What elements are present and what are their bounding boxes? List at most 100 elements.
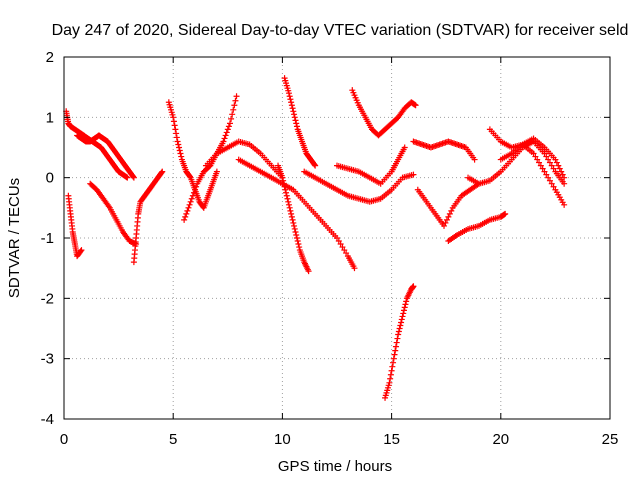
data-point [296, 244, 303, 251]
data-point [192, 186, 199, 193]
data-point [286, 204, 293, 211]
y-tick-label: -3 [41, 351, 54, 368]
data-point [412, 102, 419, 109]
series-arc13 [334, 144, 408, 187]
data-point [395, 331, 402, 338]
data-point [293, 123, 300, 130]
data-point [177, 150, 184, 157]
data-point [390, 359, 397, 366]
data-point [229, 111, 236, 118]
data-point [171, 122, 178, 129]
data-point [288, 210, 295, 217]
data-point [282, 186, 289, 193]
series-arc18 [445, 210, 509, 245]
data-point [186, 173, 193, 180]
series-arc16 [410, 138, 478, 163]
data-point [291, 111, 298, 118]
data-point [290, 108, 297, 115]
data-point [188, 195, 195, 202]
data-point [284, 195, 291, 202]
data-point [288, 102, 295, 109]
series-arc1 [63, 108, 131, 181]
data-point [546, 159, 553, 166]
data-point [541, 168, 548, 175]
data-point [550, 183, 557, 190]
x-tick-label: 5 [169, 431, 177, 448]
data-point [558, 168, 565, 175]
data-point [176, 147, 183, 154]
data-point [335, 238, 342, 245]
data-point [539, 165, 546, 172]
data-point [230, 106, 237, 113]
data-point [189, 192, 196, 199]
data-point [561, 180, 568, 187]
data-point [187, 198, 194, 205]
data-point [410, 283, 417, 290]
data-point [534, 156, 541, 163]
data-point [400, 307, 407, 314]
data-point [548, 180, 555, 187]
data-point [289, 105, 296, 112]
data-point [292, 228, 299, 235]
data-point [223, 129, 230, 136]
data-point [292, 117, 299, 124]
x-tick-label: 10 [274, 431, 291, 448]
data-point [387, 375, 394, 382]
data-point [279, 174, 286, 181]
data-point [220, 138, 227, 145]
data-point [392, 343, 399, 350]
data-point [537, 162, 544, 169]
data-point [398, 316, 405, 323]
data-point [170, 118, 177, 125]
x-tick-label: 0 [60, 431, 68, 448]
data-point [553, 159, 560, 166]
data-point [175, 141, 182, 148]
data-point [559, 171, 566, 178]
data-point [552, 156, 559, 163]
data-point [471, 156, 478, 163]
data-point [561, 201, 568, 208]
data-point [448, 207, 455, 214]
data-point [295, 241, 302, 248]
data-point [395, 328, 402, 335]
series-arc3 [74, 132, 137, 181]
data-point [311, 161, 318, 168]
data-point [231, 102, 238, 109]
data-point [293, 120, 300, 127]
data-point [403, 298, 410, 305]
data-point [181, 216, 188, 223]
data-point [398, 319, 405, 326]
y-tick-label: -2 [41, 290, 54, 307]
data-point [159, 168, 166, 175]
data-point [293, 231, 300, 238]
x-axis-title: GPS time / hours [278, 458, 392, 475]
y-tick-label: 2 [46, 49, 54, 66]
data-point [193, 183, 200, 190]
data-point [176, 144, 183, 151]
series-arc10 [275, 162, 312, 275]
y-axis-title: SDTVAR / TECUs [6, 178, 23, 298]
data-point [445, 213, 452, 220]
data-point [305, 268, 312, 275]
data-point [441, 222, 448, 229]
chart-title: Day 247 of 2020, Sidereal Day-to-day VTE… [52, 22, 629, 39]
data-point [124, 174, 131, 181]
data-point [182, 213, 189, 220]
data-point [228, 115, 235, 122]
data-point [536, 159, 543, 166]
data-point [290, 219, 297, 226]
data-point [287, 96, 294, 103]
series-arc12 [301, 168, 417, 205]
data-point [283, 192, 290, 199]
data-point [502, 210, 509, 217]
data-point [78, 247, 85, 254]
data-point [186, 201, 193, 208]
data-point [158, 169, 165, 176]
data-point [232, 97, 239, 104]
data-point [402, 301, 409, 308]
data-point [312, 162, 319, 169]
data-point [294, 238, 301, 245]
data-point [396, 325, 403, 332]
data-point [287, 207, 294, 214]
data-point [172, 126, 179, 133]
